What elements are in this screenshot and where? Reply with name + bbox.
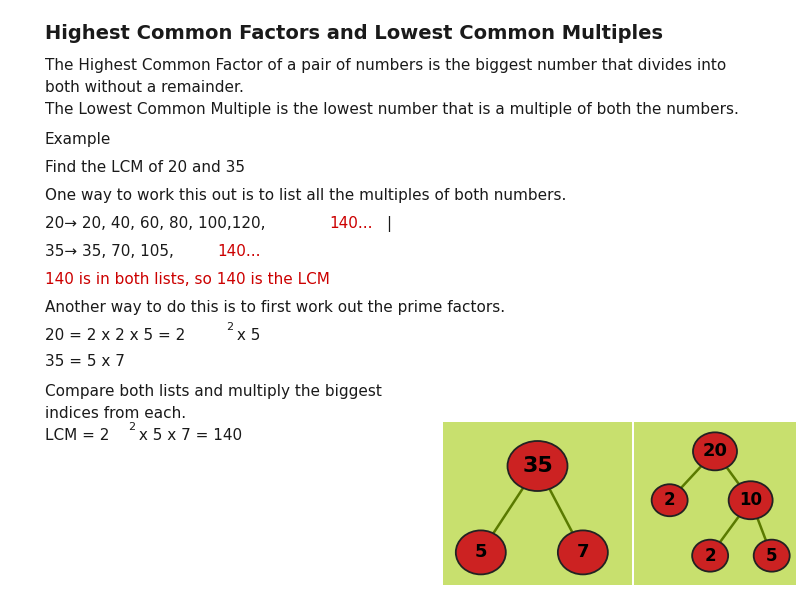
Text: 20: 20 bbox=[702, 442, 727, 460]
FancyBboxPatch shape bbox=[443, 422, 632, 585]
Ellipse shape bbox=[456, 531, 505, 575]
Text: 140...: 140... bbox=[218, 244, 261, 259]
Ellipse shape bbox=[693, 432, 737, 471]
Text: Example: Example bbox=[45, 132, 111, 147]
Text: 140...: 140... bbox=[329, 216, 373, 231]
Text: 5: 5 bbox=[766, 547, 778, 565]
Ellipse shape bbox=[557, 531, 608, 575]
FancyBboxPatch shape bbox=[634, 422, 796, 585]
Text: Highest Common Factors and Lowest Common Multiples: Highest Common Factors and Lowest Common… bbox=[45, 24, 663, 43]
Text: 35 = 5 x 7: 35 = 5 x 7 bbox=[45, 354, 125, 369]
Text: 20 = 2 x 2 x 5 = 2: 20 = 2 x 2 x 5 = 2 bbox=[45, 328, 190, 343]
Ellipse shape bbox=[754, 540, 790, 572]
Text: 35→ 35, 70, 105,: 35→ 35, 70, 105, bbox=[45, 244, 179, 259]
Text: Another way to do this is to first work out the prime factors.: Another way to do this is to first work … bbox=[45, 300, 505, 315]
Text: The Highest Common Factor of a pair of numbers is the biggest number that divide: The Highest Common Factor of a pair of n… bbox=[45, 58, 727, 95]
Text: 10: 10 bbox=[739, 491, 762, 509]
Text: Compare both lists and multiply the biggest
indices from each.: Compare both lists and multiply the bigg… bbox=[45, 384, 382, 421]
Text: The Lowest Common Multiple is the lowest number that is a multiple of both the n: The Lowest Common Multiple is the lowest… bbox=[45, 102, 739, 117]
Text: 2: 2 bbox=[226, 322, 233, 332]
Text: |: | bbox=[385, 216, 391, 232]
Ellipse shape bbox=[729, 481, 773, 519]
Text: 5: 5 bbox=[474, 543, 487, 561]
Text: Find the LCM of 20 and 35: Find the LCM of 20 and 35 bbox=[45, 160, 245, 175]
Ellipse shape bbox=[692, 540, 728, 572]
Text: x 5: x 5 bbox=[232, 328, 260, 343]
Text: 7: 7 bbox=[577, 543, 589, 561]
Ellipse shape bbox=[652, 484, 687, 517]
Text: One way to work this out is to list all the multiples of both numbers.: One way to work this out is to list all … bbox=[45, 188, 566, 203]
Text: 20→ 20, 40, 60, 80, 100,120,: 20→ 20, 40, 60, 80, 100,120, bbox=[45, 216, 265, 231]
Text: 35: 35 bbox=[522, 456, 553, 476]
Text: 2: 2 bbox=[664, 491, 675, 509]
Text: 2: 2 bbox=[704, 547, 716, 565]
Text: 140 is in both lists, so 140 is the LCM: 140 is in both lists, so 140 is the LCM bbox=[45, 272, 330, 287]
Text: x 5 x 7 = 140: x 5 x 7 = 140 bbox=[134, 428, 242, 443]
Text: 20 = 2 x 2 x 5 = 2: 20 = 2 x 2 x 5 = 2 bbox=[45, 328, 185, 343]
Text: LCM = 2: LCM = 2 bbox=[45, 428, 110, 443]
Text: 2: 2 bbox=[128, 422, 135, 432]
Ellipse shape bbox=[508, 441, 567, 491]
